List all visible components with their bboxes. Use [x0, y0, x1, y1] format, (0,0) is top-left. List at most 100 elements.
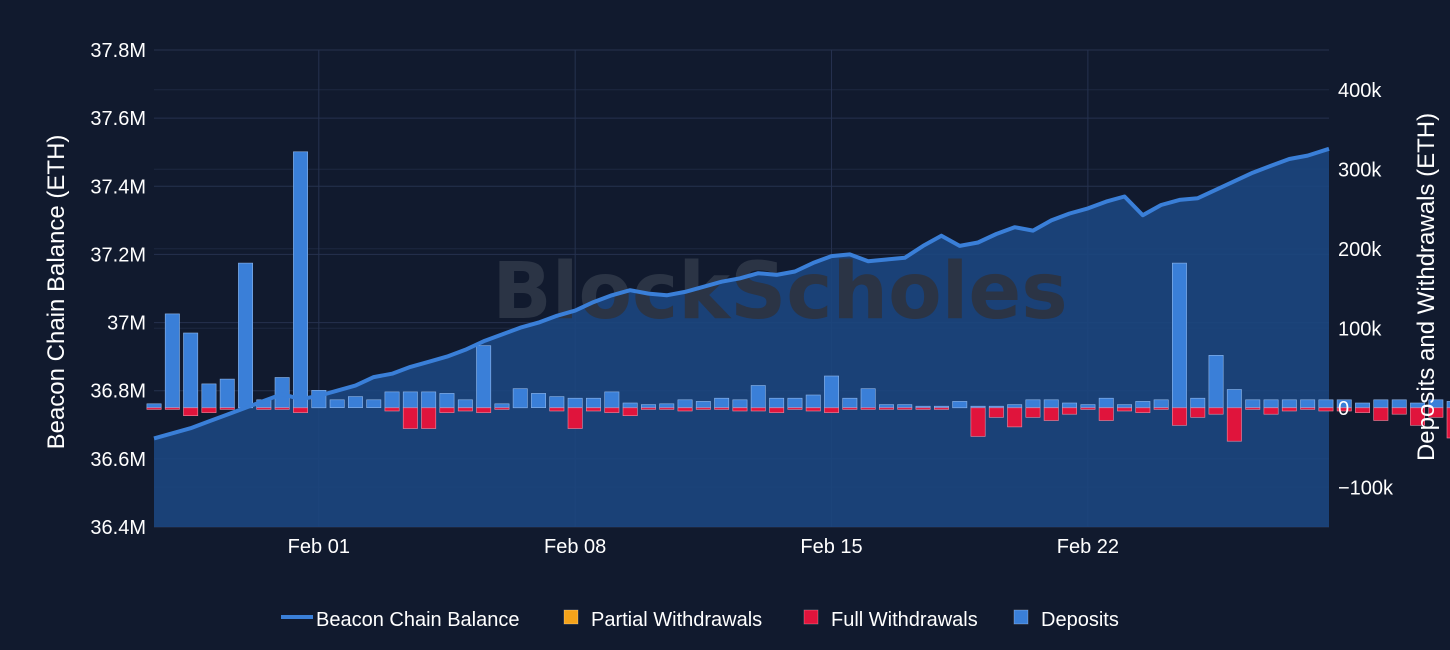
- deposit-bar: [1025, 399, 1041, 408]
- full-withdrawal-bar: [1043, 407, 1059, 421]
- deposit-bar: [1043, 399, 1059, 408]
- full-withdrawal-bar: [1410, 407, 1426, 426]
- legend-box-swatch: [803, 609, 819, 625]
- full-withdrawal-bar: [494, 407, 510, 410]
- deposit-bar: [860, 388, 876, 409]
- deposit-bar: [439, 393, 455, 408]
- deposit-bar: [219, 378, 235, 409]
- deposit-bar: [878, 404, 894, 409]
- full-withdrawal-bar: [787, 407, 803, 410]
- x-tick-label: Feb 08: [544, 536, 606, 558]
- y2-tick-label: 0: [1338, 398, 1349, 420]
- full-withdrawal-bar: [1318, 407, 1334, 412]
- full-withdrawal-bar: [769, 407, 785, 413]
- deposit-bar: [732, 399, 748, 408]
- full-withdrawal-bar: [842, 407, 858, 410]
- deposit-bar: [1373, 399, 1389, 408]
- deposit-bar: [1153, 399, 1169, 408]
- y2-tick-label: 300k: [1338, 159, 1382, 181]
- deposit-bar: [1300, 399, 1316, 408]
- full-withdrawal-bar: [201, 407, 217, 413]
- full-withdrawal-bar: [915, 407, 931, 410]
- full-withdrawal-bar: [860, 407, 876, 410]
- full-withdrawal-bar: [1172, 407, 1187, 426]
- deposit-bar: [366, 399, 382, 408]
- y2-tick-label: 200k: [1338, 239, 1382, 261]
- y-tick-label: 37.8M: [90, 40, 146, 62]
- balance-line-layer: [153, 146, 1330, 441]
- full-withdrawal-bar: [1098, 407, 1114, 421]
- full-withdrawal-bar: [988, 407, 1004, 418]
- deposit-bar: [1446, 401, 1450, 409]
- deposit-bar: [1281, 399, 1297, 408]
- deposit-bar: [677, 399, 693, 408]
- y-tick-label: 37.2M: [90, 244, 146, 266]
- full-withdrawal-bar: [146, 407, 162, 410]
- y2-tick-label: 400k: [1338, 80, 1382, 102]
- full-withdrawal-bar: [1153, 407, 1169, 410]
- deposit-bar: [750, 385, 766, 409]
- legend: Beacon Chain Balance Partial Withdrawals F…: [281, 609, 1119, 631]
- deposit-bar: [1135, 401, 1151, 409]
- deposit-bar: [1080, 404, 1096, 409]
- deposit-bar: [1245, 399, 1261, 408]
- full-withdrawal-bar: [1025, 407, 1041, 418]
- full-withdrawal-bar: [1245, 407, 1261, 410]
- deposit-bar: [146, 403, 162, 409]
- deposit-bar: [164, 313, 180, 408]
- full-withdrawal-bar: [402, 407, 418, 429]
- full-withdrawal-bar: [1135, 407, 1151, 413]
- full-withdrawal-bar: [585, 407, 601, 412]
- legend-label: Deposits: [1041, 609, 1119, 631]
- full-withdrawal-bar: [567, 407, 583, 429]
- deposit-bar: [549, 396, 565, 409]
- deposit-bar: [476, 345, 492, 409]
- y2-axis-title: Deposits and Withdrawals (ETH): [1413, 113, 1440, 461]
- deposit-bar: [787, 397, 803, 409]
- full-withdrawal-bar: [183, 407, 199, 416]
- full-withdrawal-bar: [476, 407, 492, 413]
- full-withdrawal-bar: [640, 407, 656, 410]
- deposit-bar: [1318, 399, 1334, 408]
- full-withdrawal-bar: [1336, 407, 1352, 412]
- full-withdrawal-bar: [1208, 407, 1224, 415]
- full-withdrawal-bar: [1062, 407, 1078, 415]
- axis-layer: 36.4M 36.6M 36.8M 37M 37.2M 37.4M 37.6M 37.8M −1…: [90, 40, 1394, 558]
- y-tick-label: 37M: [107, 313, 146, 335]
- deposit-bar: [622, 402, 638, 409]
- deposit-bar: [604, 391, 620, 409]
- full-withdrawal-bar: [549, 407, 565, 412]
- deposit-bar: [1172, 262, 1187, 409]
- deposit-bar: [512, 388, 528, 409]
- x-tick-label: Feb 15: [800, 536, 862, 558]
- deposit-bar: [640, 404, 656, 409]
- full-withdrawal-bar: [457, 407, 473, 412]
- full-withdrawal-bar: [878, 407, 894, 410]
- deposit-bar: [769, 397, 785, 409]
- full-withdrawal-bar: [1080, 407, 1096, 410]
- y2-tick-label: 100k: [1338, 318, 1382, 340]
- full-withdrawal-bar: [1117, 407, 1133, 412]
- full-withdrawal-bar: [622, 407, 638, 416]
- deposit-bar: [1098, 397, 1114, 409]
- deposit-bar: [714, 397, 730, 409]
- legend-box-swatch: [563, 609, 579, 625]
- deposit-bar: [1007, 404, 1023, 409]
- deposit-bar: [567, 397, 583, 409]
- full-withdrawal-bar: [897, 407, 913, 410]
- deposit-bar: [531, 393, 547, 408]
- deposit-bar: [1355, 402, 1371, 409]
- y2-tick-label: −100k: [1338, 477, 1394, 499]
- legend-label: Partial Withdrawals: [591, 609, 762, 631]
- flow-bars-layer: [146, 151, 1450, 442]
- deposit-bar: [824, 375, 840, 409]
- full-withdrawal-bar: [824, 407, 840, 413]
- full-withdrawal-bar: [1428, 407, 1444, 418]
- watermark: BlockScholes: [492, 247, 1067, 337]
- full-withdrawal-bar: [750, 407, 766, 412]
- deposit-bar: [805, 394, 821, 408]
- y-tick-label: 37.4M: [90, 176, 146, 198]
- full-withdrawal-bar: [1446, 407, 1450, 439]
